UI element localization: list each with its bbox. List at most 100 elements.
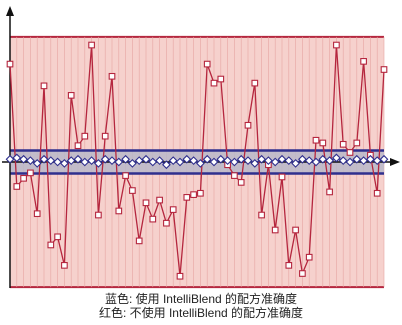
data-point [318, 154, 328, 164]
data-point [169, 206, 177, 213]
data-point [352, 154, 362, 164]
data-point [6, 60, 14, 68]
series-blue [5, 153, 389, 170]
data-point [223, 156, 232, 166]
data-point [95, 211, 102, 219]
data-point [366, 154, 375, 164]
data-point [189, 156, 198, 166]
data-point [359, 156, 368, 166]
data-point [230, 157, 239, 167]
data-point [107, 156, 117, 166]
data-point [122, 172, 129, 179]
data-point [182, 154, 192, 164]
data-point [141, 154, 151, 164]
x-axis-arrow [390, 158, 400, 166]
data-point [94, 158, 103, 168]
data-point [115, 207, 123, 215]
data-point [333, 41, 340, 49]
data-point [339, 140, 347, 148]
series-layer [5, 41, 389, 280]
data-point [291, 158, 300, 168]
data-point [264, 156, 273, 166]
data-point [271, 226, 279, 234]
data-point [54, 233, 61, 241]
data-point [176, 272, 184, 280]
data-point [312, 136, 320, 144]
data-point [217, 75, 225, 83]
data-point [332, 153, 341, 163]
data-point [292, 226, 299, 234]
data-point [183, 194, 191, 201]
data-point [108, 72, 116, 80]
data-point [32, 158, 42, 168]
data-point [250, 158, 260, 168]
data-point [87, 156, 96, 166]
data-point [338, 156, 348, 166]
data-point [278, 173, 286, 181]
data-point [163, 219, 170, 227]
data-point [73, 154, 83, 164]
data-point [19, 154, 28, 164]
data-point [305, 253, 313, 261]
data-point [12, 153, 22, 163]
data-point [60, 158, 69, 168]
data-point [129, 187, 136, 194]
data-point [148, 157, 158, 167]
data-point [380, 66, 388, 73]
y-axis-arrow [6, 6, 14, 16]
data-point [197, 189, 204, 197]
data-point [243, 156, 253, 166]
data-point [39, 154, 49, 164]
data-point [257, 154, 266, 164]
data-point [299, 270, 306, 277]
data-point [149, 215, 157, 223]
data-point [196, 158, 205, 168]
data-point [209, 157, 219, 167]
chart-canvas [2, 6, 400, 289]
data-point [244, 121, 252, 129]
data-point [80, 157, 90, 167]
data-point [311, 157, 321, 167]
data-point [155, 156, 164, 166]
data-point [47, 241, 55, 249]
data-point [304, 156, 314, 166]
data-point [5, 154, 15, 164]
data-point [156, 196, 163, 204]
legend-entry-blue: 蓝色: 使用 IntelliBlend 的配方准确度 [104, 292, 298, 306]
data-point [372, 156, 382, 166]
data-point [100, 154, 110, 164]
data-point [134, 156, 144, 166]
data-point [26, 156, 35, 166]
data-point [353, 139, 361, 147]
data-point [74, 142, 82, 150]
data-point [33, 210, 41, 218]
data-point [360, 58, 367, 65]
data-point [162, 160, 171, 170]
data-point [231, 172, 238, 179]
data-point [135, 237, 143, 245]
data-point [202, 154, 212, 164]
data-point [190, 191, 197, 198]
data-point [277, 154, 287, 164]
data-point [258, 211, 265, 219]
data-point [210, 79, 218, 87]
data-point [326, 188, 333, 196]
data-point [13, 183, 21, 190]
data-point [88, 41, 95, 49]
data-point [285, 262, 293, 269]
data-point [373, 189, 381, 197]
data-point [67, 92, 75, 99]
data-point [61, 262, 68, 269]
data-point [270, 157, 280, 167]
data-point [175, 157, 185, 167]
data-point [66, 156, 76, 166]
data-point [325, 156, 334, 166]
data-point [379, 154, 389, 164]
data-point [53, 157, 62, 167]
data-point [216, 154, 226, 164]
data-point [142, 199, 150, 207]
data-point [81, 132, 89, 140]
data-point [298, 154, 307, 164]
data-point [40, 82, 48, 90]
data-point [345, 157, 355, 167]
